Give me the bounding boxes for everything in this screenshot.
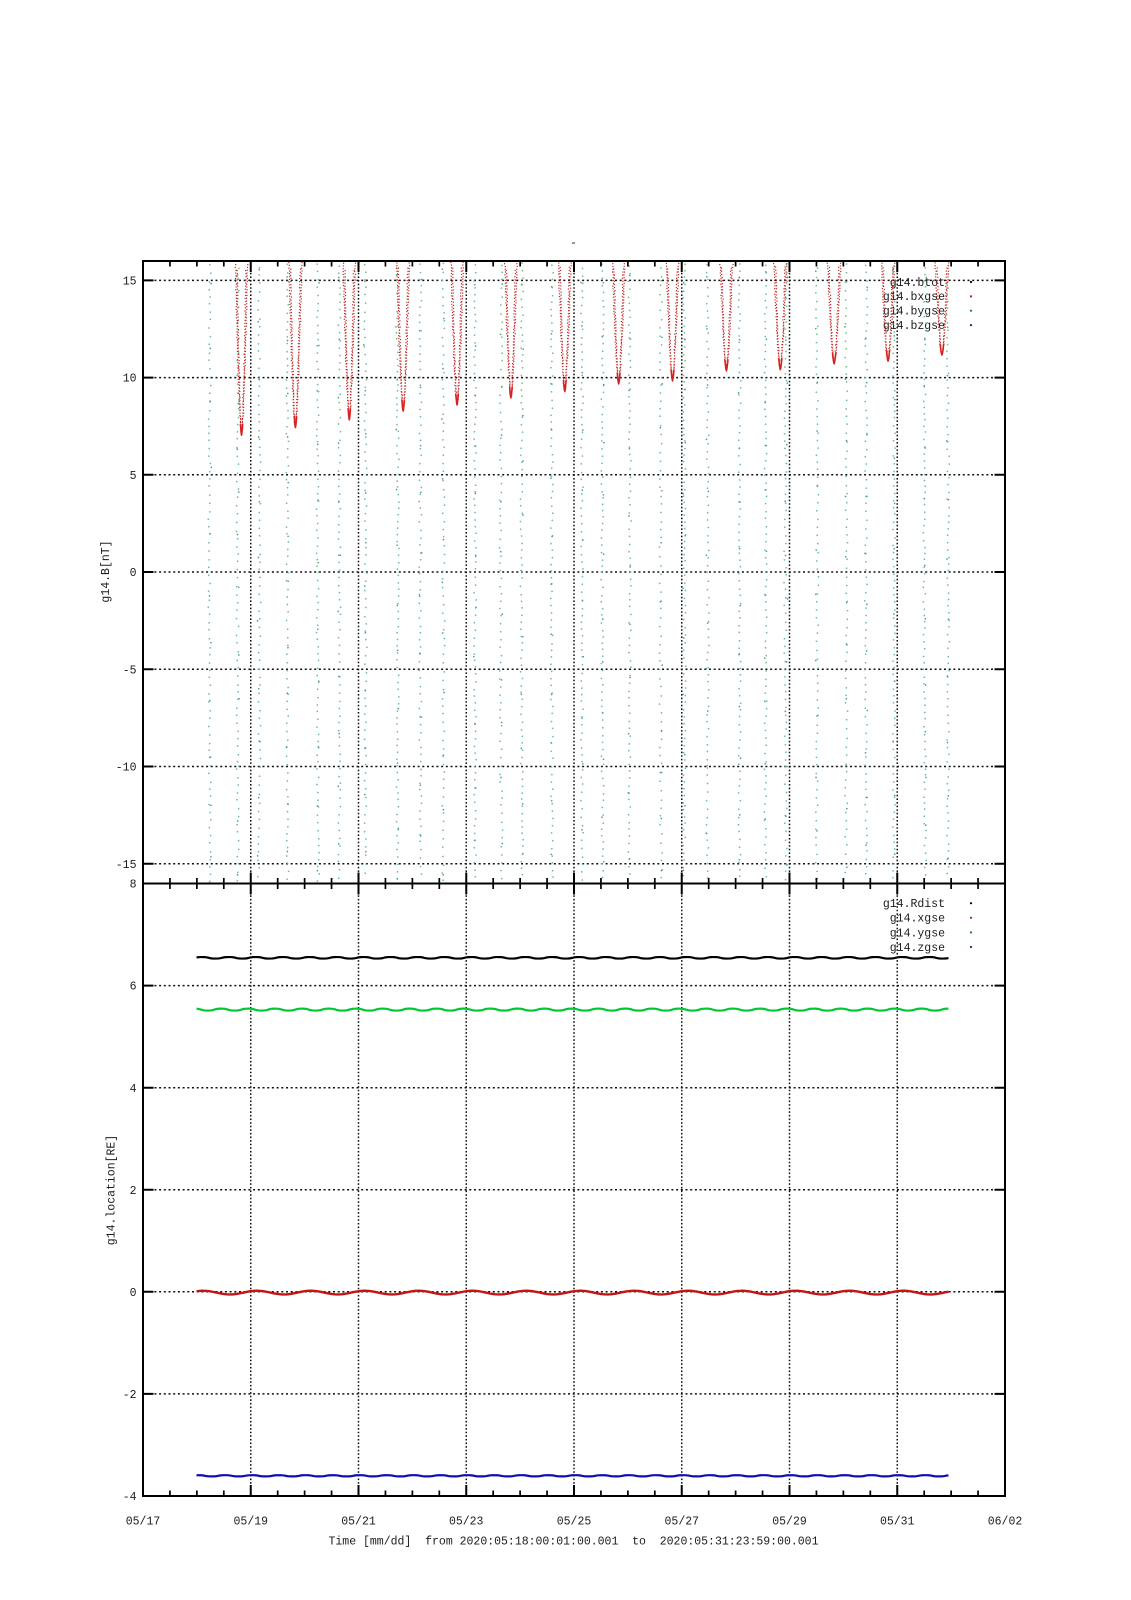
svg-text:-10: -10 <box>116 762 137 775</box>
svg-text:g14.xgse: g14.xgse <box>890 913 945 926</box>
svg-text:05/21: 05/21 <box>341 1516 376 1529</box>
svg-text:8: 8 <box>130 879 137 892</box>
svg-text:06/02: 06/02 <box>988 1516 1023 1529</box>
svg-text:g14.bxgse: g14.bxgse <box>883 291 945 304</box>
svg-text:-5: -5 <box>123 664 137 677</box>
svg-text:g14.location[RE]: g14.location[RE] <box>106 1135 119 1245</box>
svg-text:05/19: 05/19 <box>234 1516 269 1529</box>
svg-text:4: 4 <box>130 1083 137 1096</box>
svg-text:10: 10 <box>123 373 137 386</box>
svg-text:05/27: 05/27 <box>665 1516 700 1529</box>
svg-text:05/31: 05/31 <box>880 1516 915 1529</box>
svg-text:6: 6 <box>130 981 137 994</box>
svg-text:g14.btot: g14.btot <box>890 277 945 290</box>
svg-text:g14.zgse: g14.zgse <box>890 942 945 955</box>
svg-text:-15: -15 <box>116 859 137 872</box>
svg-text:g14.bzgse: g14.bzgse <box>883 320 945 333</box>
svg-text:-2: -2 <box>123 1389 137 1402</box>
svg-text:5: 5 <box>130 470 137 483</box>
svg-text:g14.B[nT]: g14.B[nT] <box>100 540 113 602</box>
svg-text:-4: -4 <box>123 1491 137 1504</box>
svg-text:-: - <box>570 237 577 250</box>
svg-text:05/23: 05/23 <box>449 1516 484 1529</box>
svg-text:2: 2 <box>130 1185 137 1198</box>
svg-text:05/17: 05/17 <box>126 1516 161 1529</box>
svg-text:g14.bygse: g14.bygse <box>883 306 945 319</box>
svg-text:g14.ygse: g14.ygse <box>890 927 945 940</box>
svg-text:g14.Rdist: g14.Rdist <box>883 898 945 911</box>
svg-text:15: 15 <box>123 276 137 289</box>
svg-text:0: 0 <box>130 567 137 580</box>
svg-text:0: 0 <box>130 1287 137 1300</box>
svg-text:05/25: 05/25 <box>557 1516 592 1529</box>
svg-text:05/29: 05/29 <box>772 1516 807 1529</box>
svg-text:Time [mm/dd] from 2020:05:18:: Time [mm/dd] from 2020:05:18:00:01:00.00… <box>329 1536 819 1549</box>
